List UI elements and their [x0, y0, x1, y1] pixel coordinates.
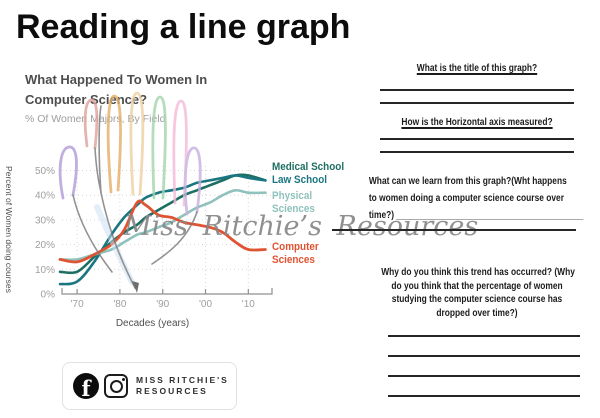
svg-text:'90: '90: [156, 299, 169, 310]
x-axis-label: Decades (years): [115, 318, 190, 329]
question-4: Why do you think this trend has occurred…: [381, 267, 575, 319]
question-column: What is the title of this graph? How is …: [363, 62, 591, 397]
brand-card: f MISS RITCHIE'S RESOURCES: [62, 362, 237, 410]
chart-title-line2: Computer Science?: [25, 92, 148, 107]
answer-line: [332, 229, 576, 231]
question-3: What can we learn from this graph?(Wht h…: [368, 176, 584, 221]
svg-text:'10: '10: [242, 299, 255, 310]
svg-text:50%: 50%: [35, 166, 55, 177]
svg-text:0%: 0%: [41, 290, 56, 301]
answer-line: [388, 375, 580, 377]
svg-text:'70: '70: [71, 299, 84, 310]
brand-line2: RESOURCES: [136, 386, 208, 396]
svg-text:10%: 10%: [35, 265, 55, 276]
question-1: What is the title of this graph?: [416, 63, 538, 74]
brand-line1: MISS RITCHIE'S: [136, 375, 229, 385]
legend-physical-sciences: Physical Sciences: [272, 190, 315, 215]
svg-text:'80: '80: [113, 299, 126, 310]
y-axis-label: Percent of Women doing courses: [4, 166, 14, 293]
chart-legend: Medical School Law School Physical Scien…: [272, 161, 355, 266]
svg-text:40%: 40%: [35, 191, 55, 202]
chart-title-line1: What Happened To Women In: [25, 72, 208, 87]
legend-computer-sciences: Computer Sciences: [272, 241, 319, 266]
answer-line: [380, 89, 574, 91]
watermark: Miss Ritchie’s Resources: [124, 211, 479, 242]
page-title: Reading a line graph: [16, 8, 351, 46]
answer-line: [388, 395, 580, 397]
answer-line: [380, 138, 574, 140]
answer-line: [388, 335, 580, 337]
answer-line: [388, 355, 580, 357]
brand-text: MISS RITCHIE'S RESOURCES: [136, 375, 229, 397]
chart-subtitle: % Of Women Majors, By Field: [25, 113, 166, 125]
instagram-icon: [104, 374, 128, 398]
legend-law-school: Law School: [272, 173, 328, 186]
facebook-icon: f: [73, 373, 99, 399]
legend-medical-school: Medical School: [272, 161, 345, 173]
svg-text:'00: '00: [199, 299, 212, 310]
svg-text:20%: 20%: [35, 240, 55, 251]
question-2: How is the Horizontal axis measured?: [401, 117, 553, 128]
chart-title: What Happened To Women In Computer Scien…: [25, 70, 207, 110]
answer-line: [380, 102, 574, 104]
answer-line: [380, 151, 574, 153]
svg-text:30%: 30%: [35, 215, 55, 226]
